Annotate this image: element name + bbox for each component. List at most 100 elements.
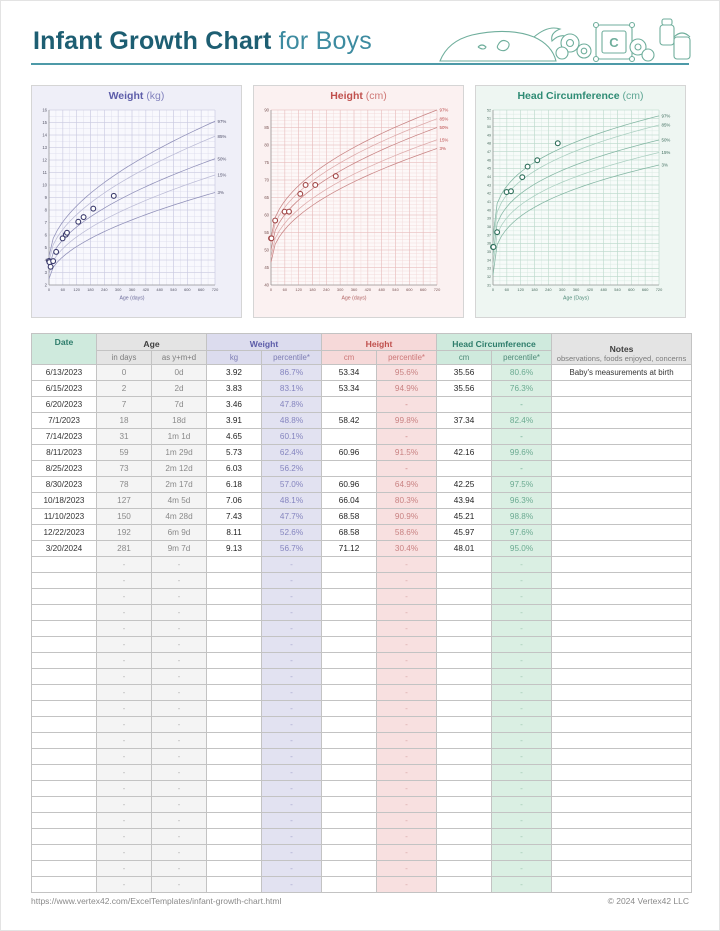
cell-kg-pct[interactable]: - bbox=[260, 748, 323, 765]
cell-days[interactable]: - bbox=[96, 620, 152, 637]
cell-days[interactable]: - bbox=[96, 572, 152, 589]
cell-hc[interactable] bbox=[436, 572, 493, 589]
cell-ymd[interactable]: 6m 9d bbox=[151, 524, 207, 541]
cell-kg[interactable]: 9.13 bbox=[206, 540, 262, 557]
cell-date[interactable] bbox=[31, 876, 97, 893]
cell-hc-pct[interactable]: 97.5% bbox=[491, 476, 553, 493]
cell-ymd[interactable]: - bbox=[151, 588, 207, 605]
cell-hc[interactable] bbox=[436, 876, 493, 893]
cell-date[interactable] bbox=[31, 652, 97, 669]
cell-cm[interactable] bbox=[321, 876, 378, 893]
cell-kg-pct[interactable]: 83.1% bbox=[260, 380, 323, 397]
cell-cm-pct[interactable]: - bbox=[376, 828, 438, 845]
cell-notes[interactable] bbox=[551, 620, 693, 637]
cell-cm-pct[interactable]: 58.6% bbox=[376, 524, 438, 541]
cell-notes[interactable] bbox=[551, 476, 693, 493]
cell-kg[interactable] bbox=[206, 748, 262, 765]
cell-kg-pct[interactable]: - bbox=[260, 604, 323, 621]
cell-kg[interactable]: 6.18 bbox=[206, 476, 262, 493]
cell-kg[interactable] bbox=[206, 764, 262, 781]
cell-kg-pct[interactable]: - bbox=[260, 556, 323, 573]
cell-kg[interactable] bbox=[206, 780, 262, 797]
cell-ymd[interactable]: 7d bbox=[151, 396, 207, 413]
cell-days[interactable]: - bbox=[96, 876, 152, 893]
cell-cm-pct[interactable]: - bbox=[376, 860, 438, 877]
cell-date[interactable]: 6/15/2023 bbox=[31, 380, 97, 397]
cell-date[interactable]: 7/14/2023 bbox=[31, 428, 97, 445]
cell-date[interactable] bbox=[31, 732, 97, 749]
cell-hc-pct[interactable]: 96.3% bbox=[491, 492, 553, 509]
cell-kg[interactable] bbox=[206, 652, 262, 669]
cell-hc-pct[interactable]: - bbox=[491, 716, 553, 733]
cell-date[interactable]: 10/18/2023 bbox=[31, 492, 97, 509]
cell-notes[interactable] bbox=[551, 668, 693, 685]
cell-cm[interactable] bbox=[321, 588, 378, 605]
cell-days[interactable]: 281 bbox=[96, 540, 152, 557]
cell-notes[interactable]: Baby's measurements at birth bbox=[551, 364, 693, 381]
cell-cm[interactable]: 58.42 bbox=[321, 412, 378, 429]
cell-hc-pct[interactable]: - bbox=[491, 668, 553, 685]
cell-hc-pct[interactable]: 95.0% bbox=[491, 540, 553, 557]
cell-kg[interactable] bbox=[206, 732, 262, 749]
cell-hc[interactable]: 37.34 bbox=[436, 412, 493, 429]
cell-notes[interactable] bbox=[551, 652, 693, 669]
cell-ymd[interactable]: 1m 1d bbox=[151, 428, 207, 445]
cell-kg-pct[interactable]: - bbox=[260, 860, 323, 877]
cell-cm-pct[interactable]: - bbox=[376, 796, 438, 813]
cell-date[interactable] bbox=[31, 604, 97, 621]
cell-ymd[interactable]: - bbox=[151, 604, 207, 621]
cell-notes[interactable] bbox=[551, 380, 693, 397]
cell-days[interactable]: 150 bbox=[96, 508, 152, 525]
cell-kg-pct[interactable]: - bbox=[260, 780, 323, 797]
cell-cm-pct[interactable]: - bbox=[376, 812, 438, 829]
cell-kg[interactable]: 3.83 bbox=[206, 380, 262, 397]
cell-date[interactable]: 11/10/2023 bbox=[31, 508, 97, 525]
cell-cm-pct[interactable]: 30.4% bbox=[376, 540, 438, 557]
cell-cm[interactable] bbox=[321, 572, 378, 589]
cell-date[interactable]: 8/25/2023 bbox=[31, 460, 97, 477]
cell-cm-pct[interactable]: - bbox=[376, 588, 438, 605]
cell-cm[interactable]: 68.58 bbox=[321, 508, 378, 525]
cell-hc-pct[interactable]: - bbox=[491, 844, 553, 861]
cell-hc[interactable]: 45.21 bbox=[436, 508, 493, 525]
cell-ymd[interactable]: - bbox=[151, 796, 207, 813]
cell-ymd[interactable]: - bbox=[151, 828, 207, 845]
cell-cm-pct[interactable]: - bbox=[376, 716, 438, 733]
cell-ymd[interactable]: - bbox=[151, 812, 207, 829]
cell-days[interactable]: - bbox=[96, 796, 152, 813]
cell-days[interactable]: 59 bbox=[96, 444, 152, 461]
cell-hc[interactable] bbox=[436, 764, 493, 781]
cell-cm-pct[interactable]: - bbox=[376, 636, 438, 653]
cell-date[interactable] bbox=[31, 796, 97, 813]
cell-kg[interactable] bbox=[206, 796, 262, 813]
cell-days[interactable]: - bbox=[96, 652, 152, 669]
cell-cm[interactable] bbox=[321, 764, 378, 781]
cell-cm[interactable] bbox=[321, 796, 378, 813]
cell-ymd[interactable]: - bbox=[151, 732, 207, 749]
cell-ymd[interactable]: - bbox=[151, 764, 207, 781]
cell-hc-pct[interactable]: - bbox=[491, 396, 553, 413]
cell-kg-pct[interactable]: 86.7% bbox=[260, 364, 323, 381]
cell-ymd[interactable]: - bbox=[151, 620, 207, 637]
cell-cm-pct[interactable]: 64.9% bbox=[376, 476, 438, 493]
cell-kg[interactable]: 7.06 bbox=[206, 492, 262, 509]
cell-kg[interactable] bbox=[206, 700, 262, 717]
cell-hc[interactable] bbox=[436, 844, 493, 861]
cell-hc[interactable] bbox=[436, 700, 493, 717]
cell-notes[interactable] bbox=[551, 796, 693, 813]
cell-kg-pct[interactable]: 47.8% bbox=[260, 396, 323, 413]
cell-date[interactable]: 8/11/2023 bbox=[31, 444, 97, 461]
cell-kg-pct[interactable]: - bbox=[260, 716, 323, 733]
cell-hc-pct[interactable]: - bbox=[491, 428, 553, 445]
cell-notes[interactable] bbox=[551, 812, 693, 829]
cell-notes[interactable] bbox=[551, 828, 693, 845]
cell-hc[interactable] bbox=[436, 684, 493, 701]
cell-hc[interactable] bbox=[436, 780, 493, 797]
cell-date[interactable] bbox=[31, 748, 97, 765]
cell-kg[interactable]: 5.73 bbox=[206, 444, 262, 461]
cell-kg-pct[interactable]: - bbox=[260, 876, 323, 893]
cell-ymd[interactable]: 2m 12d bbox=[151, 460, 207, 477]
cell-cm[interactable] bbox=[321, 620, 378, 637]
cell-cm-pct[interactable]: - bbox=[376, 652, 438, 669]
cell-kg[interactable] bbox=[206, 812, 262, 829]
